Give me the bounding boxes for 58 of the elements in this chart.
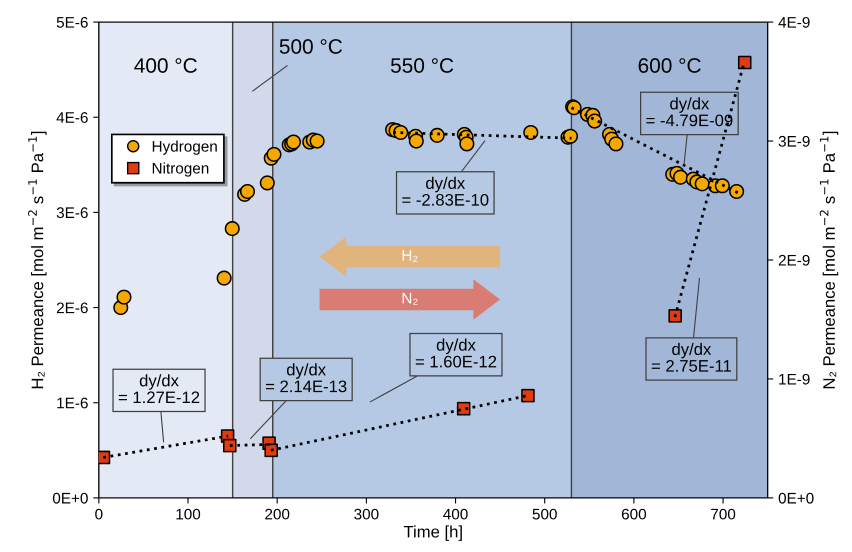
band-label: 400 °C [134, 58, 197, 73]
annotation: dy/dx = -4.79E-09 [646, 97, 732, 126]
annotation: dy/dx = 2.75E-11 [652, 342, 731, 372]
annotation: dy/dx = 2.14E-13 [266, 363, 346, 392]
y2-axis-title: N₂ Permeance [mol m$^{−2}$ s$^{−1}$ Pa$^{−1}$] [820, 132, 838, 388]
y-tick-label: 5E-6 [56, 16, 88, 28]
y-tick-label: 1E-6 [57, 398, 88, 408]
point [430, 128, 445, 143]
y2-tick-label: 2E-9 [778, 254, 810, 266]
legend-label: Hydrogen [152, 140, 217, 155]
x-axis-title: Time [h] [404, 525, 462, 541]
y2-tick-label: 1E-9 [779, 374, 810, 385]
band-label: 500 °C [280, 39, 342, 54]
annotation: dy/dx = 1.27E-12 [118, 374, 200, 404]
point [224, 221, 240, 236]
point [729, 184, 744, 200]
x-tick-label: 0 [95, 508, 102, 520]
point [216, 270, 232, 286]
y-tick-label: 4E-6 [56, 112, 88, 123]
point [694, 176, 710, 192]
point [608, 136, 624, 152]
point [264, 444, 278, 458]
point [714, 178, 730, 194]
annotation: dy/dx = -2.83E-10 [402, 176, 488, 206]
annotation: N₂ [402, 292, 418, 305]
annotation: dy/dx = 1.60E-12 [416, 338, 496, 368]
point [738, 56, 752, 70]
band-label: 550 °C [390, 58, 454, 73]
y-tick-label: 0E+0 [52, 492, 88, 504]
point [393, 124, 408, 140]
x-tick-label: 700 [711, 508, 736, 520]
point [310, 134, 325, 149]
point [523, 124, 538, 140]
point [116, 290, 132, 305]
y2-tick-label: 0E+0 [778, 492, 814, 504]
y-tick-label: 2E-6 [56, 302, 88, 314]
y-axis-title: H₂ Permeance [mol m$^{−2}$ s$^{−1}$ Pa$^{−1}$] [28, 132, 47, 388]
point [240, 184, 256, 200]
point [672, 170, 688, 185]
annotation: H₂ [402, 250, 418, 262]
x-tick-label: 400 [443, 508, 468, 520]
y2-tick-label: 3E-9 [778, 136, 810, 147]
y2-tick-label: 4E-9 [778, 16, 810, 28]
y-tick-label: 3E-6 [56, 207, 88, 218]
point [459, 136, 474, 152]
x-tick-label: 300 [354, 508, 379, 520]
x-tick-label: 100 [176, 508, 200, 520]
point [668, 309, 682, 323]
x-tick-label: 200 [265, 508, 290, 520]
point [260, 175, 275, 190]
point [266, 146, 282, 162]
point [222, 438, 237, 452]
point [521, 388, 535, 402]
x-tick-label: 500 [532, 508, 557, 520]
point [408, 134, 424, 149]
legend-label: Nitrogen [152, 162, 208, 177]
band-label: 600 °C [638, 58, 701, 73]
x-tick-label: 600 [622, 508, 646, 520]
